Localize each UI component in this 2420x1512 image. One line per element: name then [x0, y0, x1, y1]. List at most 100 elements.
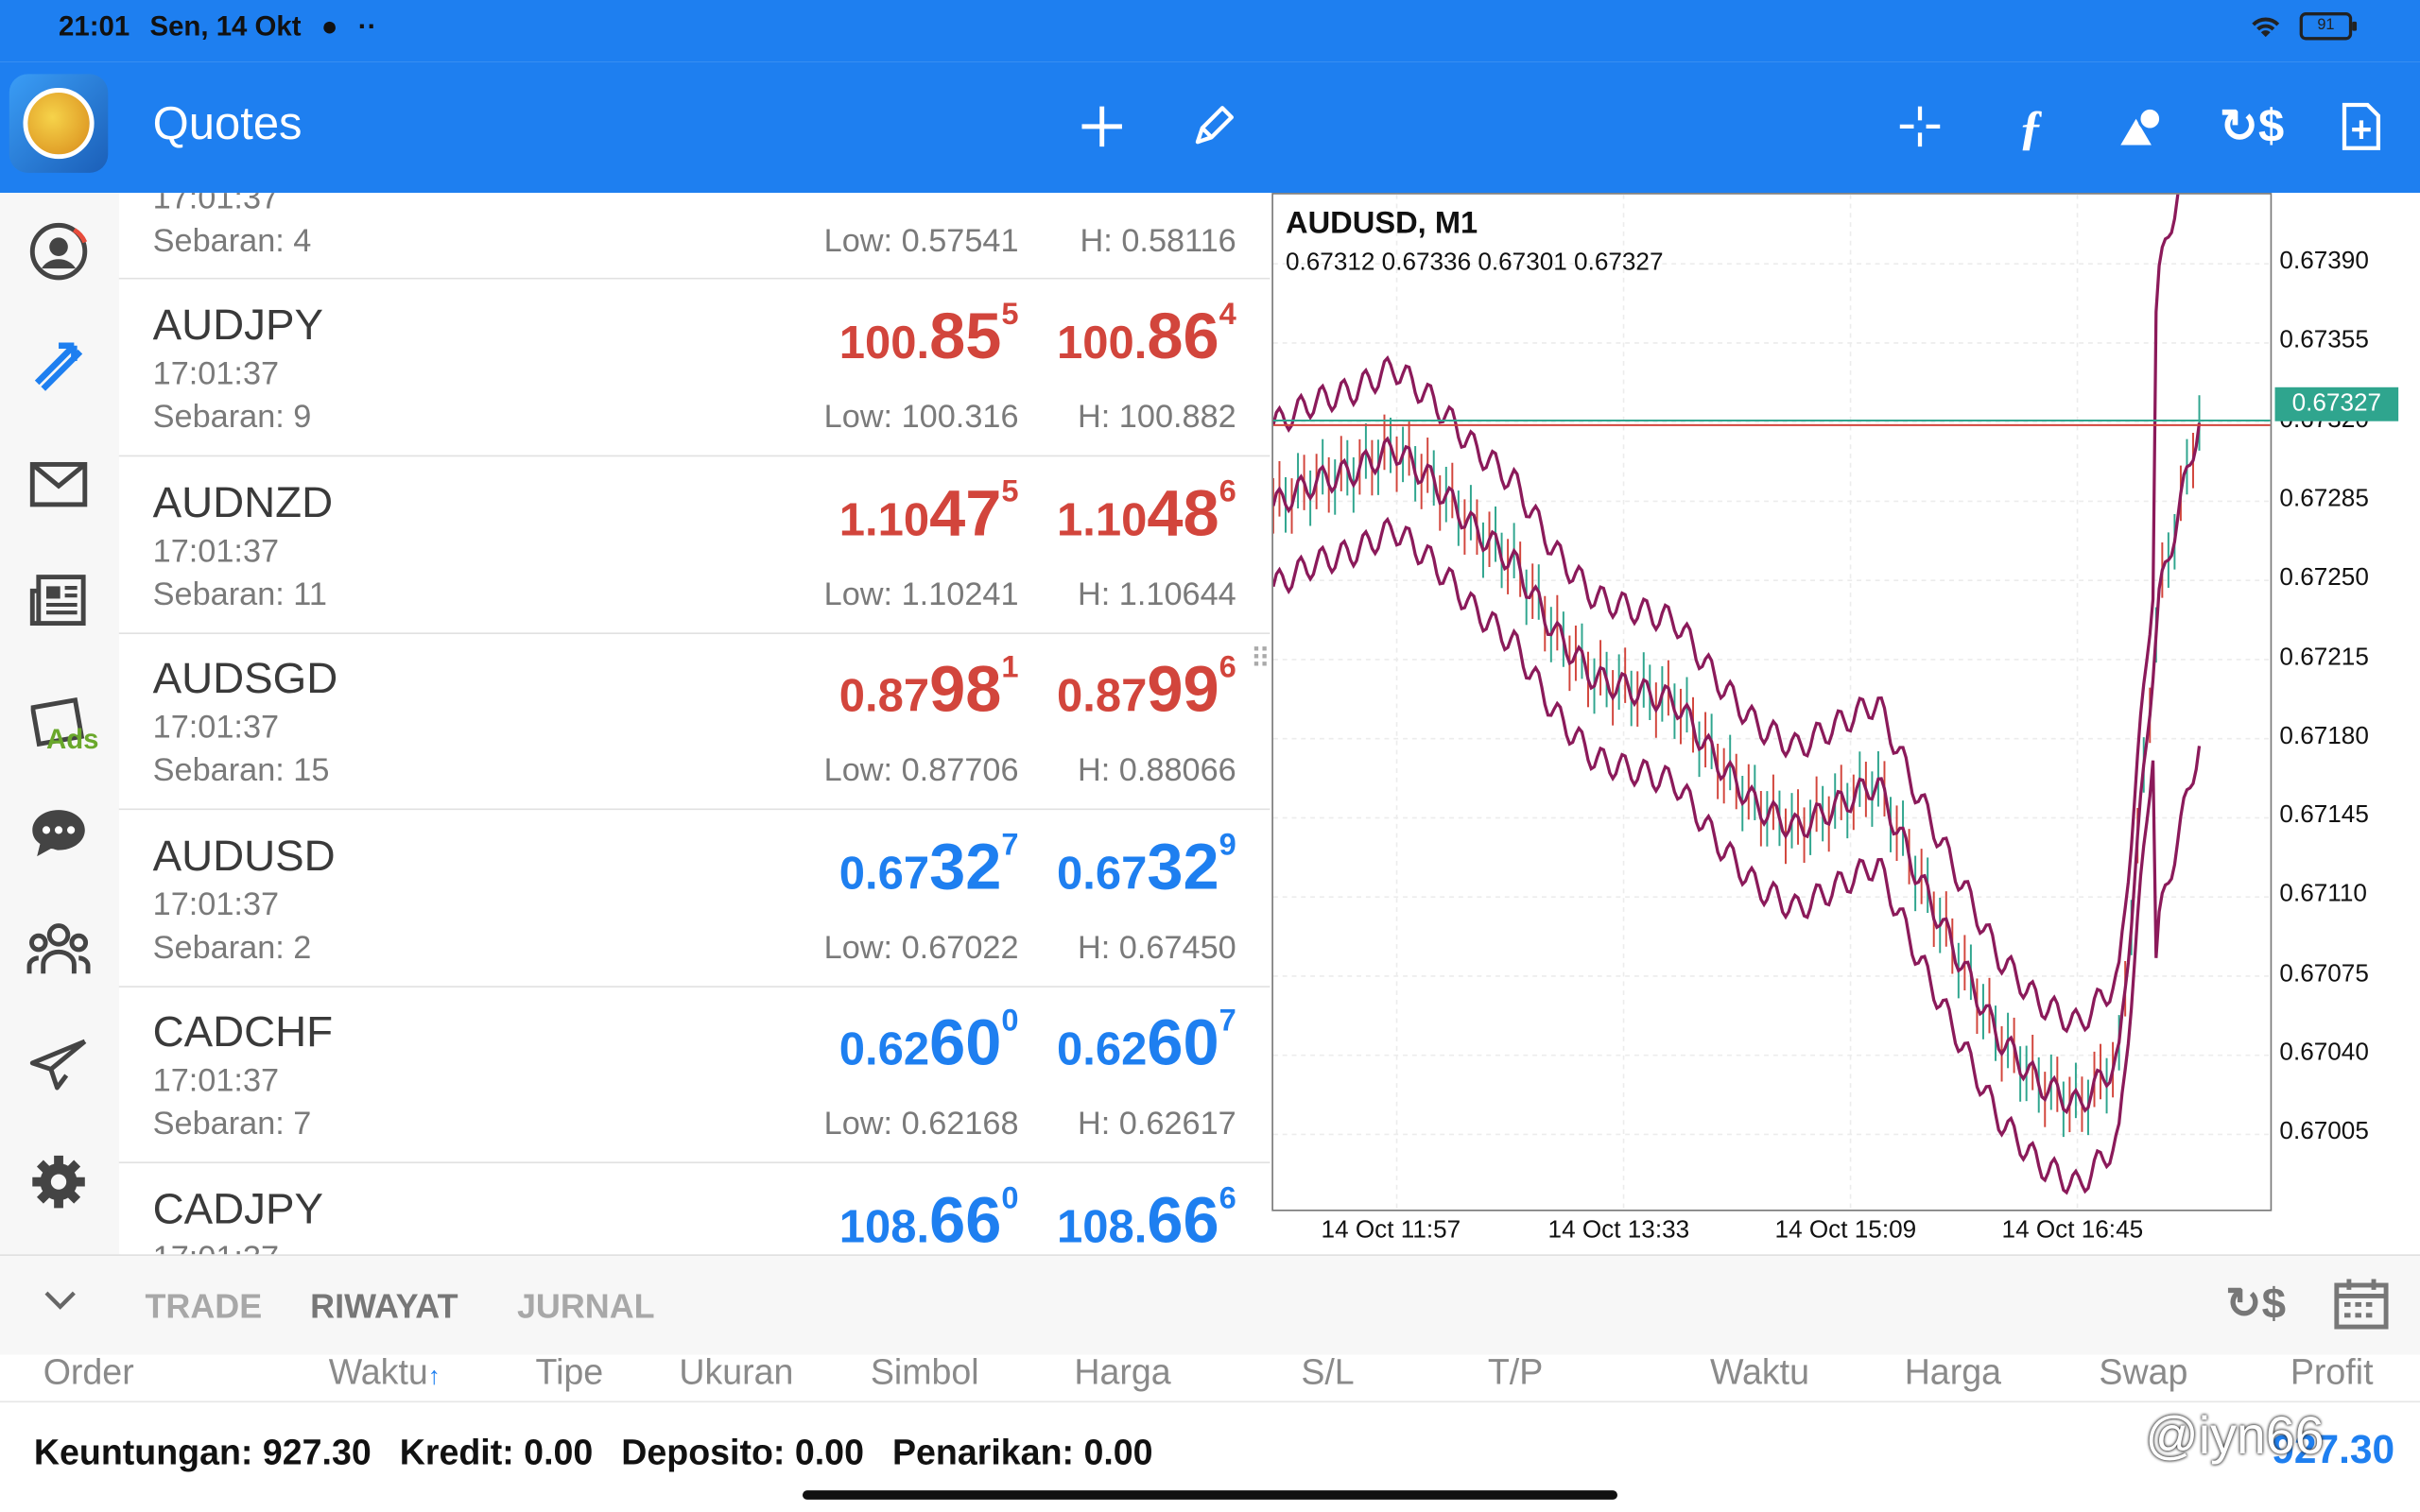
gear-icon: [32, 1155, 85, 1209]
quote-high: H: 1.10644: [1077, 576, 1236, 612]
quote-row-partial[interactable]: 17:01:37 Sebaran: 4 Low: 0.57541 H: 0.58…: [118, 193, 1270, 280]
history-trade-button[interactable]: ↻$: [2225, 1278, 2286, 1329]
plus-icon: [1081, 106, 1122, 147]
summary-deposito: Deposito: 0.00: [621, 1432, 864, 1472]
chart-svg: [1272, 194, 2271, 1210]
splitter-handle[interactable]: ⠿: [1250, 643, 1270, 675]
x-tick-label: 14 Oct 16:45: [2001, 1217, 2144, 1244]
price-pre: 100.: [1056, 318, 1148, 369]
quote-bid-price: 0.67327: [839, 828, 1019, 903]
side-navigation: Ads: [0, 193, 121, 1255]
add-symbol-button[interactable]: [1071, 95, 1132, 157]
price-big: 99: [1147, 652, 1219, 726]
price-sup: 7: [1219, 1004, 1236, 1039]
col-tipe[interactable]: Tipe: [535, 1351, 604, 1392]
quote-row[interactable]: AUDSGD 17:01:37 Sebaran: 15 Low: 0.87706 H: …: [118, 632, 1270, 811]
sidebar-item-news[interactable]: [22, 563, 95, 637]
col-order[interactable]: Order: [43, 1351, 134, 1392]
price-sup: 6: [1219, 474, 1236, 508]
col-swap[interactable]: Swap: [2099, 1351, 2188, 1392]
y-tick-label: 0.67145: [2279, 802, 2369, 829]
y-tick-label: 0.67075: [2279, 960, 2369, 988]
indicators-button[interactable]: ƒ: [2000, 95, 2062, 157]
col-waktu-label: Waktu: [328, 1351, 428, 1392]
crosshair-icon: [1899, 106, 1941, 147]
dollar-arrows-icon: ↻$: [2219, 100, 2285, 152]
collapse-button[interactable]: [43, 1290, 78, 1319]
price-pre: 100.: [838, 318, 930, 369]
col-harga-open[interactable]: Harga: [1074, 1351, 1171, 1392]
price-big: 85: [929, 299, 1002, 372]
quote-symbol: AUDNZD: [152, 477, 334, 525]
quote-high: H: 0.62617: [1077, 1106, 1236, 1143]
summary-penarikan: Penarikan: 0.00: [892, 1432, 1153, 1472]
sidebar-item-calendar-ads[interactable]: Ads: [22, 683, 99, 757]
tab-jurnal[interactable]: JURNAL: [516, 1286, 655, 1326]
home-indicator[interactable]: [802, 1490, 1618, 1500]
objects-button[interactable]: [2110, 95, 2171, 157]
price-sup: 7: [1001, 827, 1019, 862]
sidebar-item-settings[interactable]: [22, 1144, 95, 1218]
price-big: 60: [929, 1005, 1002, 1079]
quote-bid-price: 1.10475: [839, 474, 1019, 550]
price-sup: 5: [1001, 298, 1019, 333]
price-sup: 6: [1219, 650, 1236, 685]
price-big: 66: [1147, 1182, 1219, 1255]
quote-low: Low: 0.62168: [823, 1106, 1019, 1143]
col-tp[interactable]: T/P: [1487, 1351, 1544, 1392]
col-simbol[interactable]: Simbol: [870, 1351, 979, 1392]
col-ukuran[interactable]: Ukuran: [679, 1351, 794, 1392]
watermark: @iyn66: [2145, 1407, 2324, 1468]
pencil-icon: [1195, 106, 1234, 145]
quote-high: H: 100.882: [1077, 399, 1236, 436]
bollinger-band: [1272, 194, 2180, 1034]
price-chart[interactable]: AUDUSD, M1 0.67312 0.67336 0.67301 0.673…: [1270, 193, 2420, 1255]
price-pre: 0.87: [838, 671, 930, 723]
price-pre: 108.: [838, 1201, 930, 1252]
trade-button[interactable]: ↻$: [2219, 95, 2285, 157]
col-waktu-sorted[interactable]: Waktu↑: [329, 1351, 441, 1393]
snapchat-icon: ●: [320, 10, 338, 43]
quote-time: 17:01:37: [152, 710, 280, 746]
quote-row[interactable]: AUDUSD 17:01:37 Sebaran: 2 Low: 0.67022 H: 0…: [118, 809, 1270, 988]
quote-symbol: CADJPY: [152, 1184, 323, 1232]
quote-symbol: AUDJPY: [152, 301, 323, 349]
price-sup: 1: [1001, 650, 1019, 685]
tab-riwayat[interactable]: RIWAYAT: [310, 1286, 458, 1326]
bollinger-band: [1272, 516, 2202, 1195]
quote-row[interactable]: CADCHF 17:01:37 Sebaran: 7 Low: 0.62168 H: 0…: [118, 986, 1270, 1164]
quote-ask-price: 0.87996: [1057, 651, 1236, 727]
quote-spread: Sebaran: 7: [152, 1106, 312, 1143]
crosshair-button[interactable]: [1889, 95, 1950, 157]
sidebar-item-account[interactable]: [22, 215, 95, 288]
col-waktu-close[interactable]: Waktu: [1709, 1351, 1810, 1392]
edit-button[interactable]: [1183, 95, 1244, 157]
status-date: Sen, 14 Okt: [149, 10, 302, 43]
page-title: Quotes: [152, 98, 302, 150]
quote-time: 17:01:37: [152, 533, 280, 569]
logo-emblem: [23, 88, 95, 160]
quote-low: Low: 0.67022: [823, 929, 1019, 966]
sidebar-item-mail[interactable]: [22, 447, 95, 521]
quote-ask-price: 100.864: [1057, 298, 1236, 373]
battery-icon: 91: [2299, 12, 2358, 41]
col-harga-close[interactable]: Harga: [1904, 1351, 2001, 1392]
quote-time: 17:01:37: [152, 193, 280, 216]
sidebar-item-quotes[interactable]: [22, 330, 95, 404]
tab-trade[interactable]: TRADE: [145, 1286, 263, 1326]
metatrader-logo[interactable]: [9, 74, 109, 173]
col-profit[interactable]: Profit: [2290, 1351, 2374, 1392]
quote-ask-price: 1.10486: [1057, 474, 1236, 550]
sidebar-item-community[interactable]: [22, 912, 95, 986]
calendar-grid-icon: [2334, 1279, 2389, 1330]
calendar-button[interactable]: [2334, 1278, 2390, 1338]
col-sl[interactable]: S/L: [1301, 1351, 1355, 1392]
quote-row[interactable]: AUDNZD 17:01:37 Sebaran: 11 Low: 1.10241 H: …: [118, 455, 1270, 634]
chart-plot-area[interactable]: AUDUSD, M1 0.67312 0.67336 0.67301 0.673…: [1271, 193, 2273, 1211]
sidebar-item-chat[interactable]: [22, 796, 95, 869]
new-order-button[interactable]: [2330, 95, 2392, 157]
quote-low: Low: 0.87706: [823, 752, 1019, 789]
quote-row[interactable]: AUDJPY 17:01:37 Sebaran: 9 Low: 100.316 H: 1…: [118, 280, 1270, 457]
sidebar-item-telegram[interactable]: [22, 1027, 95, 1101]
